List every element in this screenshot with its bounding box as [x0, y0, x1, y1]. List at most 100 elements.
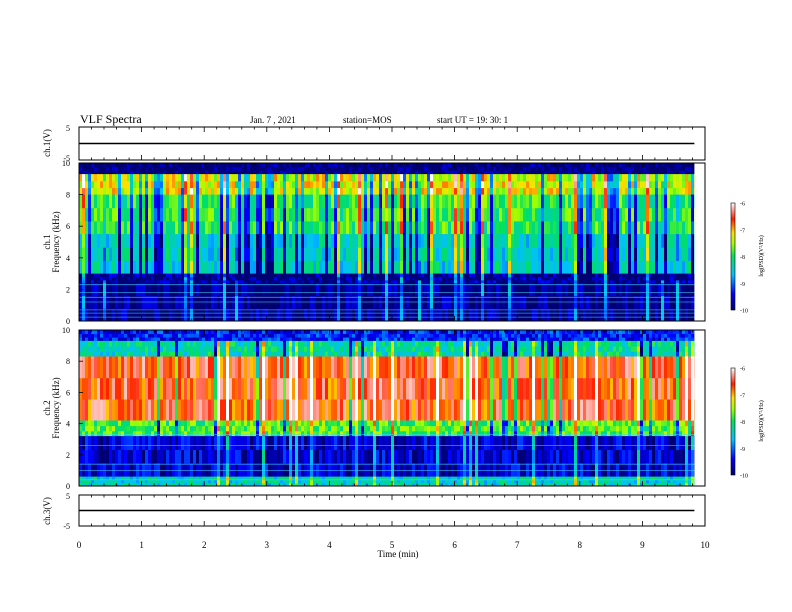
spectrogram-cell — [427, 308, 431, 322]
spectrogram-cell — [244, 279, 248, 284]
spectrogram-cell — [556, 187, 560, 195]
spectrogram-cell — [361, 273, 365, 278]
spectrogram-cell — [241, 482, 245, 487]
spectrogram-cell — [190, 194, 194, 209]
spectrogram-cell — [310, 273, 314, 278]
spectrogram-cell — [484, 194, 488, 209]
spectrogram-cell — [265, 170, 269, 175]
spectrogram-cell — [454, 220, 458, 235]
spectrogram-cell — [355, 166, 359, 171]
spectrogram-cell — [154, 308, 158, 322]
spectrogram-cell — [100, 308, 104, 322]
spectrogram-cell — [199, 174, 203, 182]
spectrogram-cell — [487, 187, 491, 195]
spectrogram-cell — [664, 283, 668, 297]
spectrogram-cell — [208, 356, 212, 379]
spectrogram-cell — [208, 436, 212, 450]
spectrogram-cell — [463, 174, 467, 182]
spectrogram-cell — [151, 482, 155, 487]
spectrogram-cell — [145, 170, 149, 175]
spectrogram-cell — [121, 337, 125, 342]
spectrogram-cell — [286, 234, 290, 248]
spectrogram-cell — [595, 220, 599, 235]
spectrogram-cell — [649, 308, 653, 322]
spectrogram-cell — [319, 283, 323, 297]
spectrogram-cell — [127, 194, 131, 209]
spectrogram-cell — [553, 174, 557, 182]
spectrogram-cell — [82, 276, 86, 281]
spectrogram-cell — [286, 260, 290, 274]
spectrogram-cell — [220, 166, 224, 171]
spectrogram-cell — [478, 279, 482, 284]
spectrogram-cell — [151, 330, 155, 334]
spectrogram-cell — [556, 276, 560, 281]
spectrogram-cell — [394, 163, 398, 168]
spectrogram-cell — [211, 425, 215, 432]
spectrogram-cell — [169, 163, 173, 168]
spectrogram-cell — [301, 283, 305, 297]
spectrogram-cell — [85, 207, 89, 222]
spectrogram-cell — [490, 207, 494, 222]
spectrogram-cell — [457, 180, 461, 189]
spectrogram-cell — [241, 425, 245, 432]
spectrogram-cell — [115, 476, 119, 481]
spectrogram-cell — [172, 220, 176, 235]
spectrogram-cell — [559, 247, 563, 261]
spectrogram-cell — [196, 234, 200, 248]
spectrogram-cell — [439, 180, 443, 189]
spectrogram-cell — [214, 420, 218, 427]
spectrogram-cell — [262, 283, 266, 297]
spectrogram-cell — [79, 337, 83, 342]
spectrogram-cell — [151, 436, 155, 450]
spectrogram-cell — [232, 279, 236, 284]
spectrogram-cell — [505, 260, 509, 274]
spectrogram-cell — [481, 207, 485, 222]
spectrogram-cell — [139, 377, 143, 400]
spectrogram-cell — [97, 476, 101, 481]
spectrogram-cell — [316, 279, 320, 284]
spectrogram-cell — [202, 174, 206, 182]
spectrogram-cell — [217, 377, 221, 400]
spectrogram-cell — [523, 283, 527, 297]
spectrogram-cell — [448, 260, 452, 274]
spectrogram-cell — [103, 283, 107, 297]
spectrogram-cell — [187, 273, 191, 278]
spectrogram-cell — [208, 166, 212, 171]
spectrogram-cell — [196, 399, 200, 421]
spectrogram-cell — [496, 308, 500, 322]
spectrogram-cell — [109, 377, 113, 400]
spectrogram-cell — [259, 194, 263, 209]
spectrogram-cell — [685, 220, 689, 235]
spectrogram-cell — [334, 234, 338, 248]
spectrogram-cell — [250, 276, 254, 281]
spectrogram-cell — [319, 260, 323, 274]
spectrogram-cell — [604, 279, 608, 284]
spectrogram-cell — [433, 276, 437, 281]
spectrogram-cell — [214, 163, 218, 168]
spectrogram-cell — [181, 220, 185, 235]
spectrogram-cell — [340, 174, 344, 182]
spectrogram-cell — [97, 166, 101, 171]
spectrogram-cell — [421, 207, 425, 222]
spectrogram-cell — [367, 279, 371, 284]
spectrogram-cell — [664, 234, 668, 248]
spectrogram-cell — [583, 180, 587, 189]
spectrogram-cell — [124, 308, 128, 322]
spectrogram-cell — [214, 174, 218, 182]
spectrogram-cell — [622, 207, 626, 222]
spectrogram-cell — [613, 187, 617, 195]
spectrogram-cell — [139, 174, 143, 182]
spectrogram-cell — [487, 273, 491, 278]
spectrogram-cell — [616, 170, 620, 175]
spectrogram-cell — [616, 187, 620, 195]
spectrogram-cell — [142, 330, 146, 334]
spectrogram-cell — [148, 207, 152, 222]
spectrogram-cell — [187, 337, 191, 342]
spectrogram-cell — [178, 234, 182, 248]
spectrogram-cell — [385, 170, 389, 175]
spectrogram-cell — [172, 430, 176, 437]
spectrogram-cell — [256, 220, 260, 235]
spectrogram-cell — [130, 308, 134, 322]
spectrogram-cell — [82, 340, 86, 347]
